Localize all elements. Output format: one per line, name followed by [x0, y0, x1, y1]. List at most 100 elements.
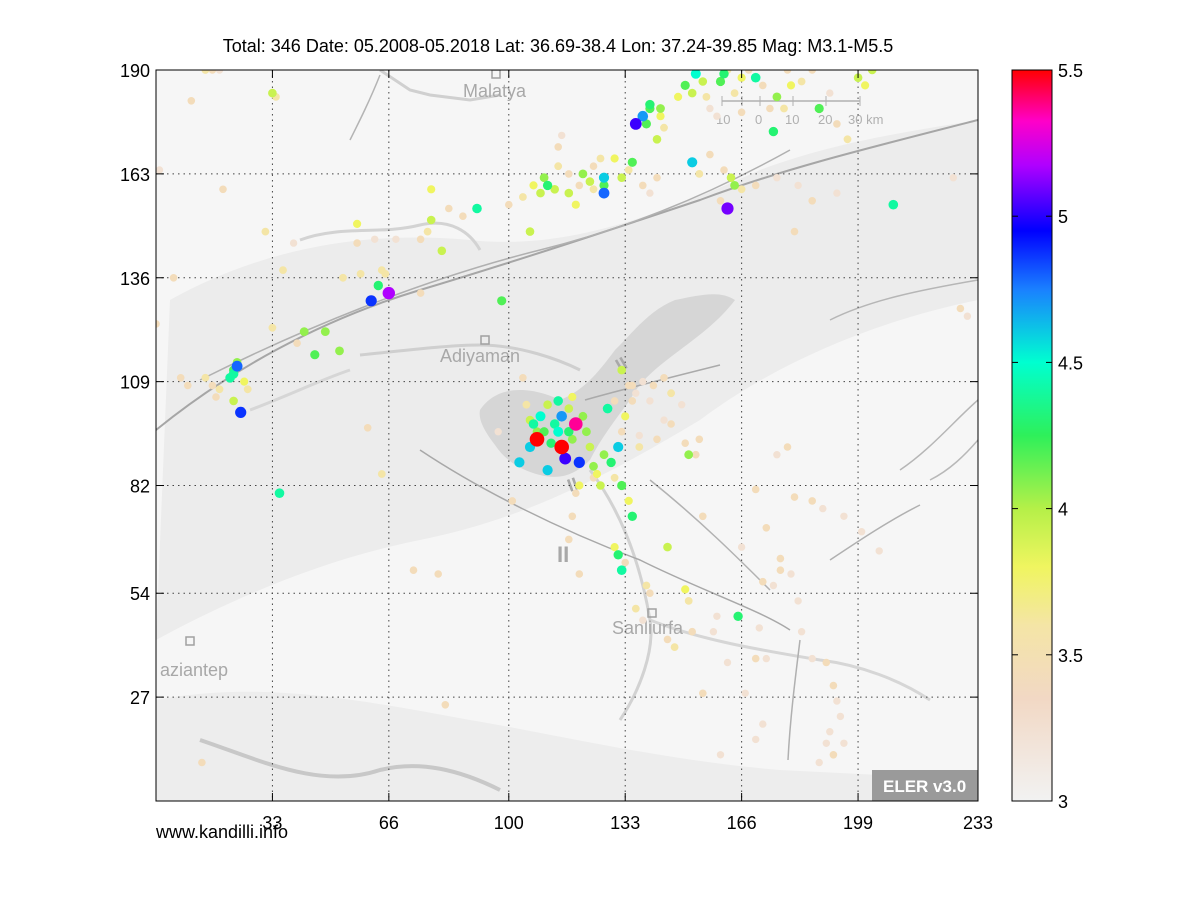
earthquake-point: [755, 624, 763, 632]
earthquake-point: [814, 103, 824, 114]
earthquake-point: [660, 416, 668, 424]
axis-ticks: [156, 69, 979, 801]
earthquake-point: [427, 185, 436, 194]
earthquake-point: [610, 473, 619, 482]
earthquake-point: [867, 70, 877, 75]
y-tick-label: 82: [130, 477, 150, 497]
earthquake-point: [472, 203, 482, 214]
earthquake-point: [656, 104, 665, 113]
earthquake-point: [751, 654, 760, 663]
earthquake-point: [535, 411, 546, 422]
earthquake-point: [215, 70, 224, 74]
earthquake-point: [680, 80, 690, 90]
colorbar: 3 3.5 4 4.5 5 5.5: [1011, 61, 1083, 812]
earthquake-point: [184, 381, 192, 390]
earthquake-point: [392, 235, 400, 243]
earthquake-point: [371, 235, 379, 243]
earthquake-point: [610, 397, 619, 405]
earthquake-point: [826, 89, 834, 97]
earthquake-point: [409, 566, 418, 574]
earthquake-point: [525, 227, 535, 236]
earthquake-point: [716, 197, 725, 205]
earthquake-point: [840, 739, 848, 747]
earthquake-point: [585, 442, 595, 452]
earthquake-point: [596, 481, 605, 490]
earthquake-point: [596, 154, 605, 163]
earthquake-point: [514, 457, 525, 468]
earthquake-point: [335, 346, 344, 356]
earthquake-point: [861, 81, 870, 90]
scale-tick-0: 0: [755, 112, 762, 127]
earthquake-point: [670, 643, 679, 651]
earthquake-point: [762, 524, 771, 532]
earthquake-point: [564, 427, 574, 437]
earthquake-point: [573, 456, 585, 468]
earthquake-point: [843, 135, 852, 144]
earthquake-point: [674, 92, 683, 101]
earthquake-point: [434, 570, 443, 578]
earthquake-point: [687, 157, 698, 168]
earthquake-point: [819, 504, 827, 513]
x-tick-label: 66: [379, 813, 399, 833]
earthquake-point: [320, 327, 330, 336]
earthquake-point: [613, 550, 623, 560]
colorbar-tick-label: 4: [1058, 500, 1068, 520]
earthquake-point: [702, 93, 711, 101]
map-plot-area: Malatya Adiyaman Sanliurfa aziantep II I…: [155, 69, 979, 817]
earthquake-point: [568, 392, 577, 402]
colorbar-tick-label: 4.5: [1058, 353, 1083, 373]
earthquake-point: [208, 381, 217, 390]
earthquake-point: [786, 81, 796, 90]
earthquake-point: [963, 312, 972, 320]
earthquake-point: [646, 189, 654, 197]
earthquake-point: [602, 403, 613, 414]
earthquake-point: [589, 162, 598, 170]
earthquake-point: [773, 174, 781, 182]
earthquake-point: [546, 438, 556, 448]
earthquake-point: [268, 323, 277, 332]
earthquake-point: [176, 374, 185, 382]
earthquake-point: [752, 735, 760, 744]
earthquake-point: [559, 452, 572, 465]
earthquake-point: [737, 543, 746, 551]
earthquake-point: [776, 566, 785, 574]
earthquake-point: [243, 385, 252, 394]
earthquake-point: [624, 166, 633, 174]
colorbar-tick-label: 5.5: [1058, 61, 1083, 81]
earthquake-point: [353, 219, 362, 228]
earthquake-point: [569, 417, 583, 431]
earthquake-point: [719, 70, 729, 79]
earthquake-point: [776, 554, 785, 563]
earthquake-point: [684, 450, 694, 460]
earthquake-point: [631, 604, 640, 613]
earthquake-point: [635, 431, 643, 440]
earthquake-point: [599, 450, 609, 460]
earthquake-point: [549, 419, 560, 429]
earthquake-point: [699, 689, 707, 698]
colorbar-tick-label: 3.5: [1058, 646, 1083, 666]
earthquake-point: [599, 180, 609, 190]
x-tick-label: 166: [727, 813, 757, 833]
earthquake-point: [641, 119, 652, 129]
map-label-sanliurfa: Sanliurfa: [612, 618, 684, 638]
earthquake-point: [598, 172, 610, 183]
earthquake-point: [156, 545, 157, 549]
earthquake-point: [822, 658, 831, 667]
map-label-adiyaman: Adiyaman: [440, 346, 520, 366]
earthquake-point: [790, 493, 799, 501]
chart-title: Total: 346 Date: 05.2008-05.2018 Lat: 36…: [223, 36, 893, 56]
earthquake-point: [652, 135, 662, 144]
earthquake-point: [635, 443, 644, 451]
earthquake-point: [616, 565, 627, 575]
earthquake-point: [416, 235, 425, 244]
earthquake-point: [542, 180, 553, 191]
earthquake-point: [857, 528, 866, 536]
earthquake-point: [621, 558, 629, 567]
earthquake-point: [353, 239, 361, 247]
earthquake-point: [553, 396, 563, 406]
earthquake-point: [709, 808, 718, 817]
earthquake-point: [582, 427, 591, 437]
earthquake-point: [556, 411, 567, 422]
earthquake-point: [723, 658, 732, 667]
earthquake-point: [212, 393, 220, 401]
